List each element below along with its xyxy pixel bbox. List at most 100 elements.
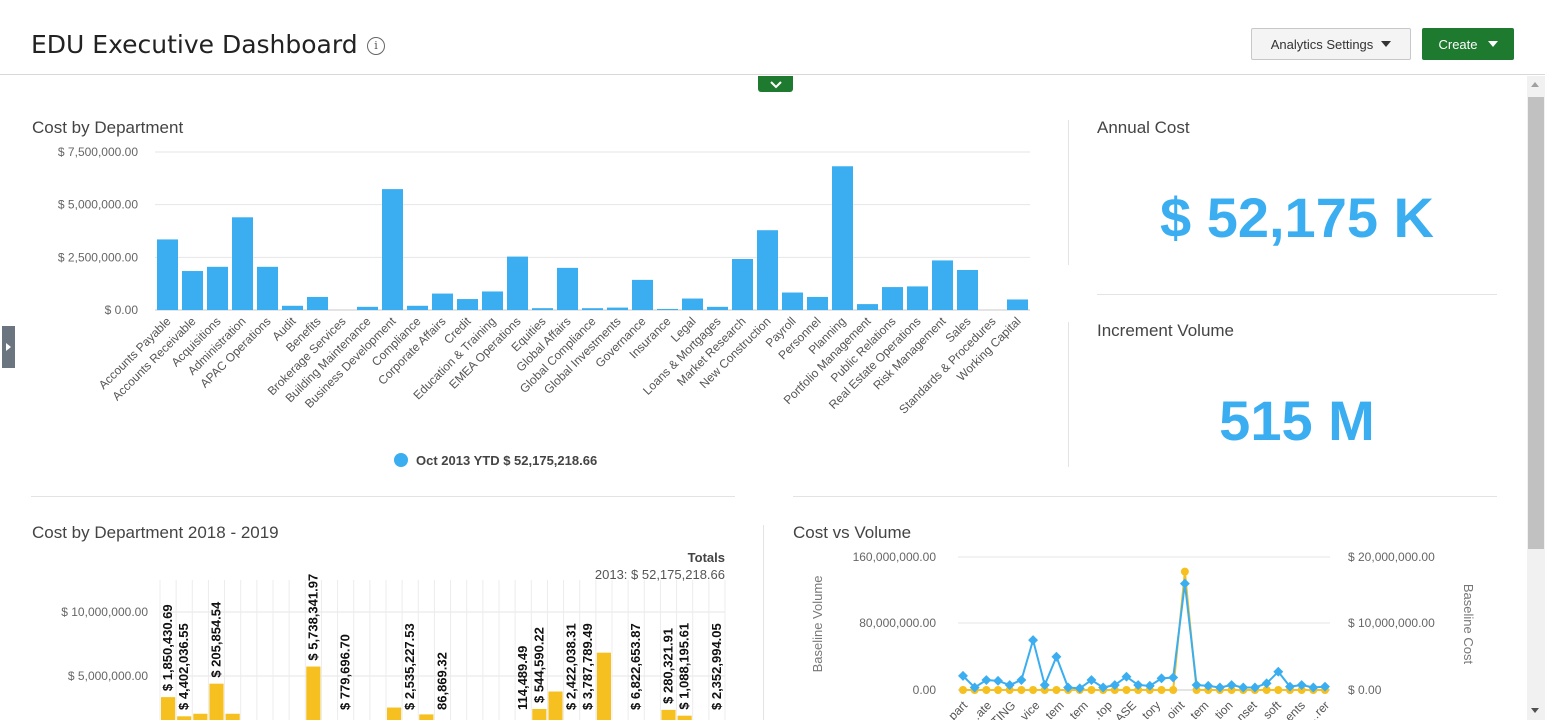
point-volume xyxy=(1203,680,1214,691)
bar xyxy=(557,267,578,310)
bar xyxy=(432,293,453,310)
data-label: $ 2,535,227.53 xyxy=(402,623,417,710)
data-label: $ 3,787,789.49 xyxy=(580,623,595,710)
bar xyxy=(957,269,978,310)
data-label: $ 6,822,653.87 xyxy=(628,623,643,710)
point-cost xyxy=(1087,686,1096,694)
bar xyxy=(307,296,328,310)
point-cost xyxy=(1192,686,1201,694)
chevron-down-icon xyxy=(1487,41,1498,47)
left-panel-toggle[interactable] xyxy=(2,326,15,368)
bar xyxy=(207,266,228,310)
data-label: $ 280,321.91 xyxy=(661,628,676,704)
panel-divider xyxy=(1097,294,1497,295)
point-volume xyxy=(1285,681,1295,692)
y-tick-label-left: 80,000,000.00 xyxy=(859,616,936,630)
analytics-settings-label: Analytics Settings xyxy=(1270,36,1374,52)
point-volume xyxy=(1320,681,1330,692)
bar xyxy=(193,713,208,720)
point-cost xyxy=(1180,567,1189,576)
bar xyxy=(677,715,692,720)
scroll-down-arrow[interactable] xyxy=(1531,708,1539,713)
bar xyxy=(387,707,402,720)
scrollbar-thumb[interactable] xyxy=(1528,97,1544,549)
panel-divider xyxy=(763,525,764,720)
bar xyxy=(157,239,178,310)
data-label: $ 4,402,036.55 xyxy=(176,623,191,710)
point-volume xyxy=(1261,678,1272,689)
bar xyxy=(857,304,878,310)
increment-volume-title: Increment Volume xyxy=(1097,321,1235,340)
data-label: $ 5,738,341.97 xyxy=(305,574,320,661)
point-volume xyxy=(1028,635,1039,646)
point-volume xyxy=(1179,578,1190,589)
point-volume xyxy=(981,675,992,685)
analytics-settings-button[interactable]: Analytics Settings xyxy=(1251,28,1411,60)
chevron-right-icon xyxy=(5,343,11,351)
y-tick-label-left: 0.00 xyxy=(913,683,937,697)
y-tick-label-right: $ 10,000,000.00 xyxy=(1348,616,1435,630)
chevron-down-icon xyxy=(1381,41,1392,47)
data-label: $ 1,850,430.69 xyxy=(160,604,175,691)
x-tick-label: …rer xyxy=(1303,698,1332,720)
point-cost xyxy=(1274,686,1283,694)
y-tick-label: $ 2,500,000.00 xyxy=(58,250,138,264)
bar xyxy=(532,708,547,720)
y-tick-label: $ 10,000,000.00 xyxy=(61,605,148,619)
bar xyxy=(682,298,703,310)
point-volume xyxy=(1051,651,1062,662)
point-cost xyxy=(1157,686,1166,694)
cost-2018-2019-chart: $ 10,000,000.00 $ 5,000,000.00 $ 1,850,430… xyxy=(61,574,726,720)
data-label: $ 544,590.22 xyxy=(531,627,546,703)
scroll-up-arrow[interactable] xyxy=(1531,82,1539,87)
bar xyxy=(1007,299,1028,310)
bar xyxy=(782,292,803,310)
y-tick-label: $ 5,000,000.00 xyxy=(68,669,148,683)
annual-cost-title: Annual Cost xyxy=(1097,118,1190,137)
bar xyxy=(757,230,778,310)
y-tick-label-right: $ 0.00 xyxy=(1348,683,1382,697)
cost-vs-volume-chart: 160,000,000.00 80,000,000.00 0.00 $ 20,000,… xyxy=(810,550,1476,720)
bar xyxy=(596,652,611,720)
cost-by-department-chart: $ 7,500,000.00 $ 5,000,000.00 $ 2,500,000.… xyxy=(58,145,1030,468)
y-axis-label-left: Baseline Volume xyxy=(810,576,825,673)
point-cost xyxy=(1040,686,1049,694)
bar xyxy=(582,308,603,310)
bar xyxy=(177,716,192,720)
cost-2018-2019-title: Cost by Department 2018 - 2019 xyxy=(32,523,279,542)
series-line-volume xyxy=(962,583,1326,690)
bar xyxy=(357,306,378,310)
bar xyxy=(419,714,434,720)
point-cost xyxy=(982,686,991,694)
cost-by-department-title: Cost by Department xyxy=(32,118,184,137)
chevron-down-icon xyxy=(769,80,782,88)
collapse-header-tab[interactable] xyxy=(758,76,793,92)
bar xyxy=(832,166,853,310)
bar xyxy=(532,308,553,310)
y-tick-label: $ 0.00 xyxy=(105,303,139,317)
totals-value: 2013: $ 52,175,218.66 xyxy=(594,567,725,582)
point-volume xyxy=(1144,680,1155,691)
create-button[interactable]: Create xyxy=(1422,28,1514,60)
y-tick-label-left: 160,000,000.00 xyxy=(853,550,937,564)
y-tick-label: $ 7,500,000.00 xyxy=(58,145,138,159)
bar xyxy=(507,256,528,310)
point-cost xyxy=(1005,686,1014,694)
point-cost xyxy=(1262,686,1271,694)
bar xyxy=(182,271,203,310)
data-label: $ 2,422,038.31 xyxy=(564,623,579,710)
panel-divider xyxy=(1068,120,1069,265)
page-title: EDU Executive Dashboard xyxy=(31,30,358,59)
bar xyxy=(161,697,176,720)
series-line-cost xyxy=(963,571,1325,691)
increment-volume-value: 515 M xyxy=(1219,389,1375,452)
bar xyxy=(382,189,403,310)
info-icon[interactable]: i xyxy=(367,37,385,55)
data-label: $ 779,696.70 xyxy=(338,634,353,710)
point-volume xyxy=(1296,680,1307,690)
panel-divider xyxy=(31,496,735,497)
bar xyxy=(882,287,903,310)
point-cost xyxy=(994,686,1003,694)
legend-label: Oct 2013 YTD $ 52,175,218.66 xyxy=(416,453,597,468)
bar xyxy=(407,305,428,310)
